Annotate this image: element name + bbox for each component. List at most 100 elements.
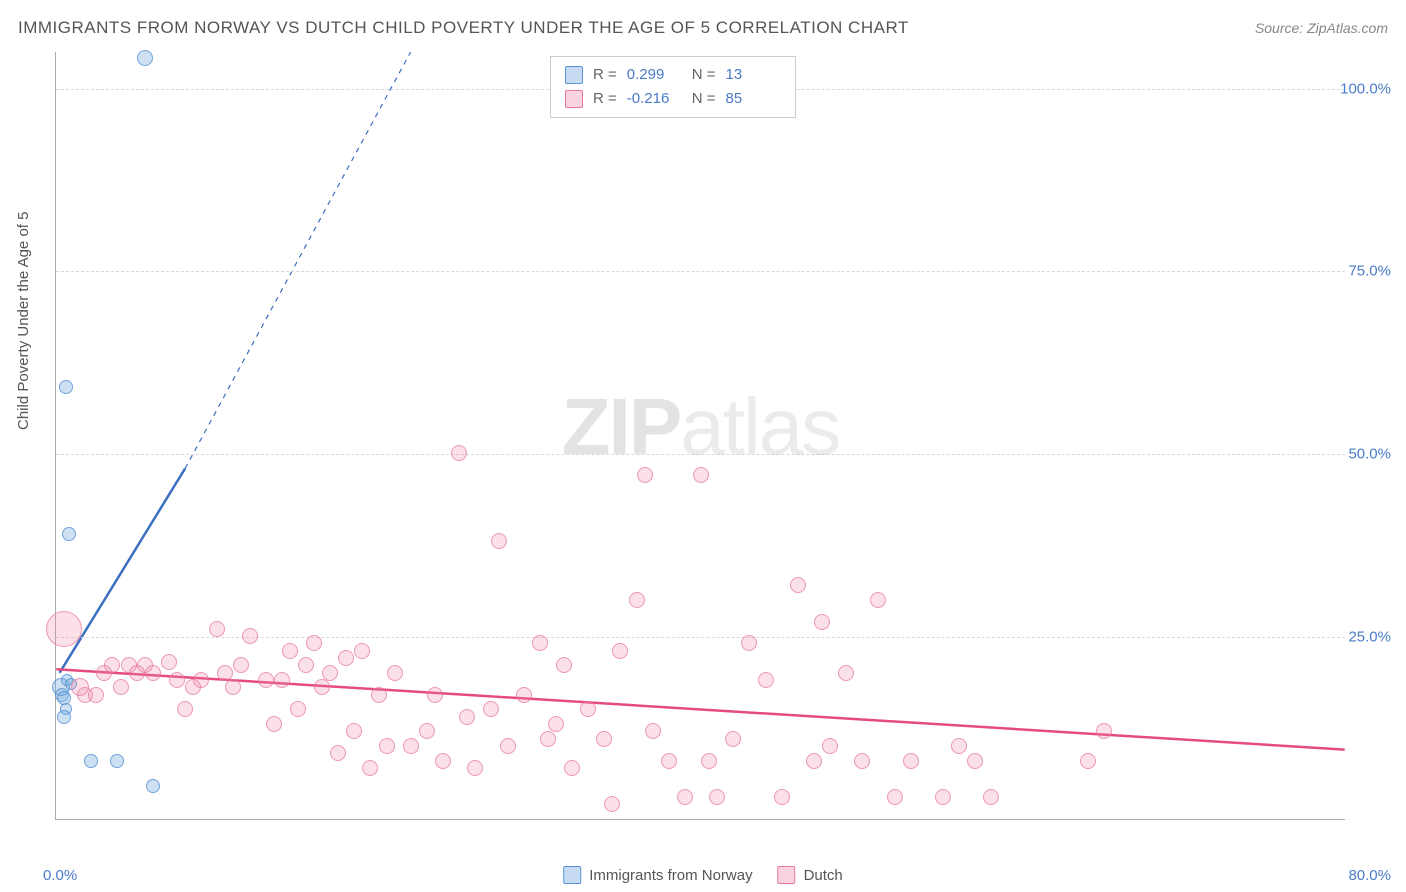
scatter-point (645, 723, 661, 739)
chart-title: IMMIGRANTS FROM NORWAY VS DUTCH CHILD PO… (18, 18, 909, 38)
scatter-point (629, 592, 645, 608)
scatter-point (169, 672, 185, 688)
scatter-point (500, 738, 516, 754)
scatter-point (806, 753, 822, 769)
scatter-point (274, 672, 290, 688)
scatter-point (1096, 723, 1112, 739)
scatter-point (725, 731, 741, 747)
scatter-point (596, 731, 612, 747)
scatter-point (814, 614, 830, 630)
scatter-point (887, 789, 903, 805)
trend-line (60, 468, 186, 673)
scatter-point (354, 643, 370, 659)
scatter-point (113, 679, 129, 695)
gridline (56, 271, 1345, 272)
legend-label-norway: Immigrants from Norway (589, 867, 752, 884)
trend-lines-layer (56, 52, 1345, 819)
scatter-point (346, 723, 362, 739)
correlation-legend-row: R =0.299N =13 (565, 63, 781, 87)
watermark-light: atlas (680, 381, 839, 470)
y-tick-label: 50.0% (1348, 446, 1391, 463)
legend-item-norway: Immigrants from Norway (563, 866, 752, 884)
scatter-point (193, 672, 209, 688)
scatter-point (266, 716, 282, 732)
scatter-point (967, 753, 983, 769)
correlation-legend-row: R = -0.216 N = 85 (565, 87, 781, 111)
scatter-point (57, 710, 71, 724)
scatter-point (62, 527, 76, 541)
y-tick-label: 100.0% (1340, 80, 1391, 97)
series-legend: Immigrants from Norway Dutch (563, 866, 843, 884)
scatter-point (217, 665, 233, 681)
scatter-point (322, 665, 338, 681)
legend-swatch (565, 66, 583, 84)
scatter-point (604, 796, 620, 812)
y-tick-label: 75.0% (1348, 263, 1391, 280)
scatter-point (459, 709, 475, 725)
scatter-point (677, 789, 693, 805)
scatter-point (701, 753, 717, 769)
scatter-point (516, 687, 532, 703)
scatter-point (403, 738, 419, 754)
r-label: R = (593, 87, 617, 111)
r-label: R = (593, 63, 617, 87)
scatter-point (177, 701, 193, 717)
scatter-point (314, 679, 330, 695)
scatter-point (84, 754, 98, 768)
x-tick-0: 0.0% (43, 867, 77, 884)
scatter-point (491, 533, 507, 549)
scatter-point (548, 716, 564, 732)
scatter-point (137, 50, 153, 66)
scatter-point (145, 665, 161, 681)
scatter-point (774, 789, 790, 805)
scatter-point (435, 753, 451, 769)
n-label: N = (692, 63, 716, 87)
scatter-point (693, 467, 709, 483)
scatter-point (233, 657, 249, 673)
n-label: N = (692, 87, 716, 111)
scatter-point (661, 753, 677, 769)
trend-line-extrapolated (185, 52, 410, 468)
scatter-point (556, 657, 572, 673)
watermark: ZIPatlas (562, 380, 839, 472)
scatter-point (540, 731, 556, 747)
scatter-point (46, 611, 82, 647)
scatter-point (209, 621, 225, 637)
scatter-point (419, 723, 435, 739)
scatter-point (298, 657, 314, 673)
correlation-legend: R =0.299N =13R =-0.216N =85 (550, 56, 796, 118)
scatter-point (59, 380, 73, 394)
scatter-point (338, 650, 354, 666)
legend-swatch-blue (563, 866, 581, 884)
watermark-bold: ZIP (562, 381, 680, 470)
scatter-point (1080, 753, 1096, 769)
y-tick-label: 25.0% (1348, 629, 1391, 646)
scatter-point (387, 665, 403, 681)
scatter-point (258, 672, 274, 688)
scatter-point (838, 665, 854, 681)
n-value: 85 (726, 87, 781, 111)
scatter-point (290, 701, 306, 717)
scatter-point (451, 445, 467, 461)
scatter-point (983, 789, 999, 805)
y-axis-label: Child Poverty Under the Age of 5 (15, 212, 32, 430)
scatter-point (161, 654, 177, 670)
scatter-point (104, 657, 120, 673)
legend-label-dutch: Dutch (804, 867, 843, 884)
scatter-point (903, 753, 919, 769)
gridline (56, 454, 1345, 455)
r-value: -0.216 (627, 87, 682, 111)
scatter-point (709, 789, 725, 805)
scatter-point (612, 643, 628, 659)
scatter-point (306, 635, 322, 651)
n-value: 13 (726, 63, 781, 87)
scatter-point (282, 643, 298, 659)
legend-item-dutch: Dutch (778, 866, 843, 884)
scatter-point (637, 467, 653, 483)
trend-line (56, 669, 1344, 749)
scatter-point (532, 635, 548, 651)
scatter-point (951, 738, 967, 754)
scatter-point (371, 687, 387, 703)
scatter-point (379, 738, 395, 754)
scatter-point (483, 701, 499, 717)
